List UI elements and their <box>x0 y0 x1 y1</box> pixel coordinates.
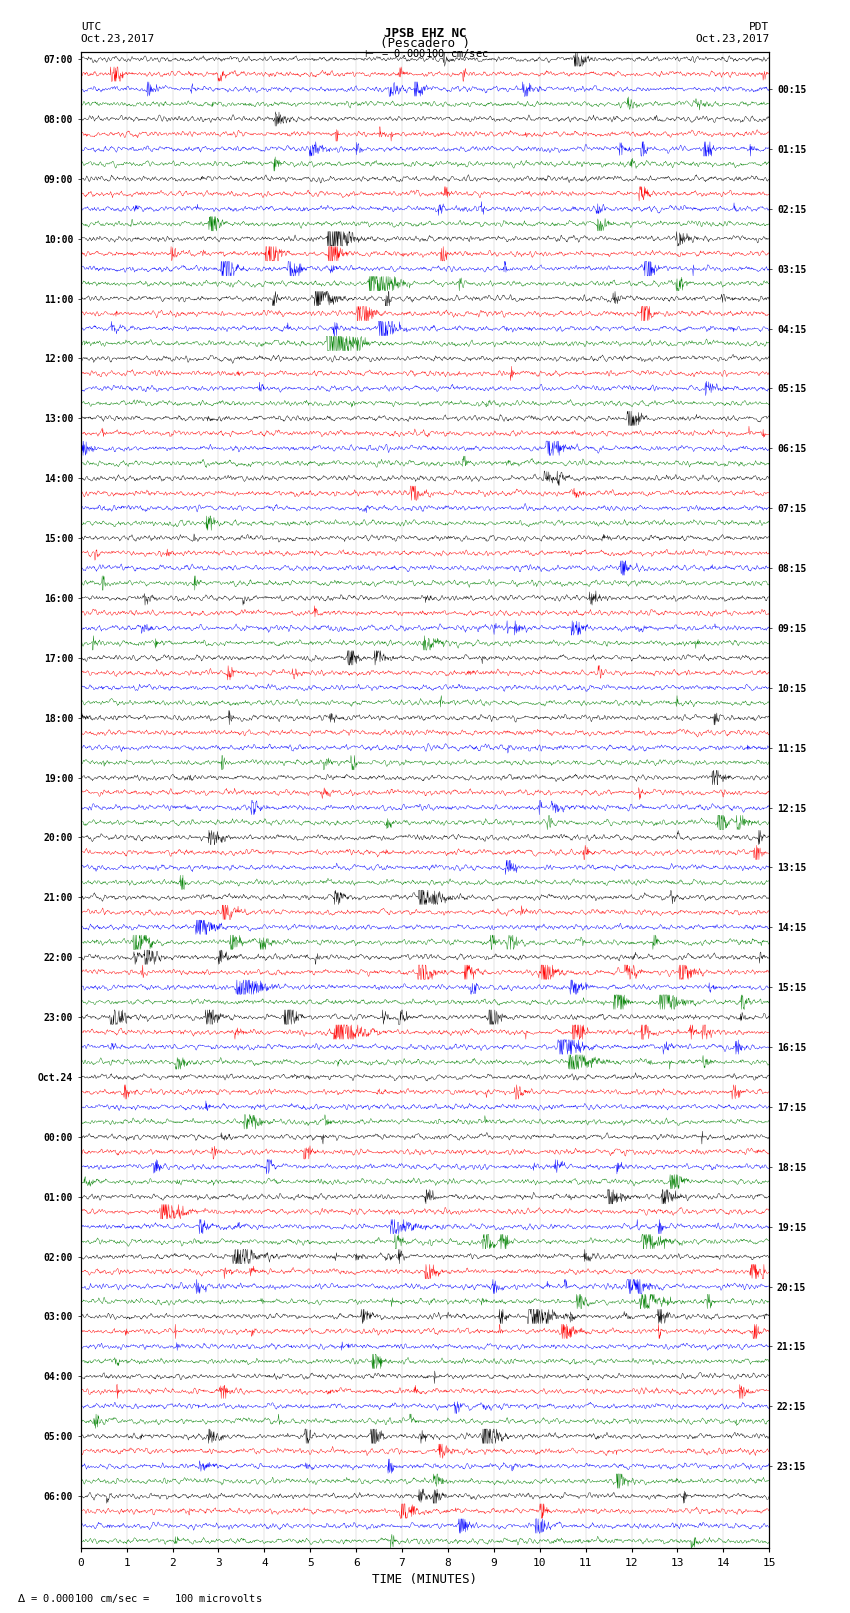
Text: Oct.23,2017: Oct.23,2017 <box>81 34 155 44</box>
Text: $\Delta$ = 0.000100 cm/sec =    100 microvolts: $\Delta$ = 0.000100 cm/sec = 100 microvo… <box>17 1592 263 1605</box>
Text: JPSB EHZ NC: JPSB EHZ NC <box>383 26 467 39</box>
Text: (Pescadero ): (Pescadero ) <box>380 37 470 50</box>
X-axis label: TIME (MINUTES): TIME (MINUTES) <box>372 1573 478 1586</box>
Text: $\vdash$ = 0.000100 cm/sec: $\vdash$ = 0.000100 cm/sec <box>362 47 488 60</box>
Text: Oct.23,2017: Oct.23,2017 <box>695 34 769 44</box>
Text: PDT: PDT <box>749 23 769 32</box>
Text: UTC: UTC <box>81 23 101 32</box>
